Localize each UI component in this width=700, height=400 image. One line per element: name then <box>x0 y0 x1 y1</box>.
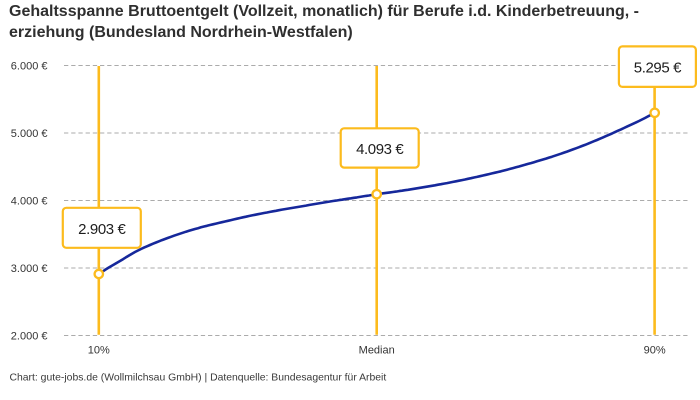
svg-text:6.000 €: 6.000 € <box>11 61 48 73</box>
svg-text:5.295 €: 5.295 € <box>634 59 682 76</box>
svg-text:2.000 €: 2.000 € <box>11 331 48 343</box>
svg-text:erziehung (Bundesland Nordrhei: erziehung (Bundesland Nordrhein-Westfale… <box>9 24 353 41</box>
svg-text:10%: 10% <box>88 345 110 357</box>
svg-text:4.000 €: 4.000 € <box>11 196 48 208</box>
svg-text:2.903 €: 2.903 € <box>78 221 126 238</box>
svg-text:Chart: gute-jobs.de (Wollmilch: Chart: gute-jobs.de (Wollmilchsau GmbH) … <box>10 373 387 384</box>
svg-text:90%: 90% <box>644 345 666 357</box>
svg-text:Median: Median <box>359 345 395 357</box>
svg-text:3.000 €: 3.000 € <box>11 263 48 275</box>
svg-text:Gehaltsspanne Bruttoentgelt (V: Gehaltsspanne Bruttoentgelt (Vollzeit, m… <box>9 3 639 20</box>
svg-text:4.093 €: 4.093 € <box>356 141 404 158</box>
svg-text:5.000 €: 5.000 € <box>11 128 48 140</box>
